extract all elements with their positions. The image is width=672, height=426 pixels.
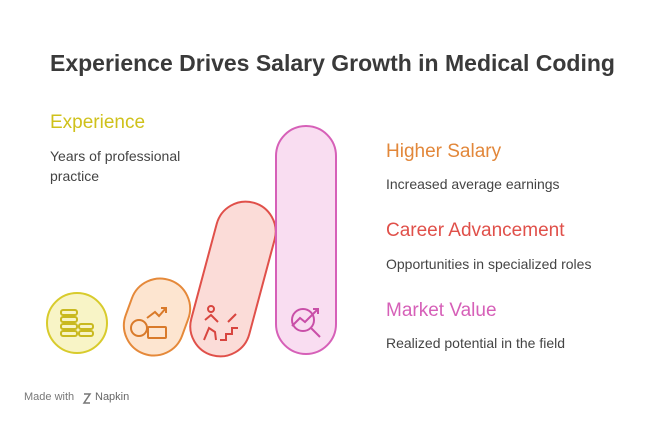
higher-salary-shape — [122, 277, 192, 357]
item-label: Market Value — [386, 300, 497, 321]
footer-prefix: Made with — [24, 391, 75, 403]
market-value-shape — [275, 125, 337, 355]
napkin-logo — [82, 393, 92, 404]
career-advancement-shape — [189, 200, 277, 358]
experience-shape — [46, 292, 108, 354]
item-description: Realized potential in the field — [386, 335, 566, 351]
career-advancement-icon — [203, 305, 238, 341]
title: Experience Drives Salary Growth in Medic… — [50, 50, 615, 76]
item-description: Opportunities in specialized roles — [386, 256, 592, 272]
experience-icon — [60, 309, 94, 337]
item-description: Increased average earnings — [386, 176, 560, 192]
item-label: Career Advancement — [386, 220, 565, 241]
footer-brand: Napkin — [95, 391, 130, 403]
item-label: Experience — [50, 112, 146, 133]
market-value-icon — [291, 308, 321, 338]
higher-salary-icon — [130, 307, 167, 339]
item-description: Years of professional practice — [50, 148, 181, 184]
item-label: Higher Salary — [386, 141, 502, 162]
